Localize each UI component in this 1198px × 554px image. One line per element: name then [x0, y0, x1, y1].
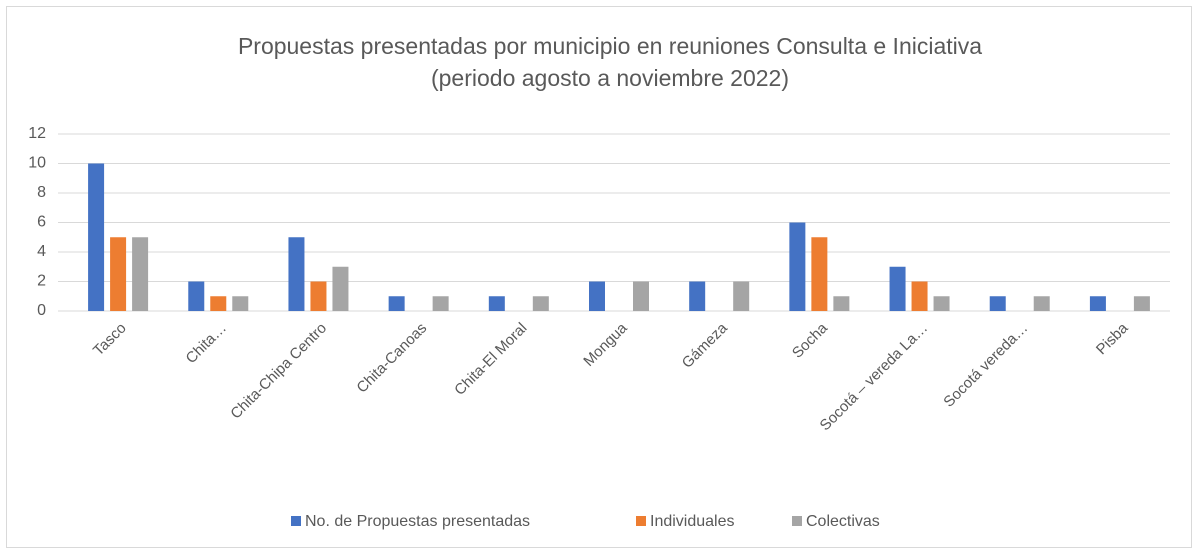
legend-label: Individuales — [650, 513, 735, 530]
bar — [132, 237, 149, 311]
bar — [188, 281, 205, 311]
bar — [811, 237, 828, 311]
bar — [989, 296, 1006, 311]
bar — [232, 296, 249, 311]
y-tick-label: 6 — [37, 214, 46, 231]
bar — [733, 281, 750, 311]
bar — [689, 281, 706, 311]
chart-title: (periodo agosto a noviembre 2022) — [431, 65, 789, 91]
bar — [889, 266, 906, 311]
chart-border — [6, 6, 1192, 548]
y-tick-label: 8 — [37, 184, 46, 201]
chart-title: Propuestas presentadas por municipio en … — [238, 33, 982, 59]
bar — [633, 281, 649, 311]
bar — [332, 266, 349, 311]
y-tick-label: 4 — [37, 243, 46, 260]
bar — [388, 296, 405, 311]
legend-label: No. de Propuestas presentadas — [305, 513, 530, 530]
legend-swatch — [792, 516, 802, 526]
bar — [110, 237, 127, 311]
bar — [1133, 296, 1150, 311]
y-tick-label: 0 — [37, 302, 46, 319]
bar — [589, 281, 605, 311]
bar — [1033, 296, 1050, 311]
bar — [488, 296, 505, 311]
bar — [789, 222, 806, 311]
legend-swatch — [291, 516, 301, 526]
bar — [88, 163, 105, 311]
bar — [210, 296, 227, 311]
bar — [310, 281, 327, 311]
bar — [288, 237, 305, 311]
y-tick-label: 12 — [28, 125, 46, 142]
bar — [532, 296, 549, 311]
bar — [833, 296, 850, 311]
bar — [933, 296, 950, 311]
bar — [911, 281, 928, 311]
y-tick-label: 2 — [37, 273, 46, 290]
bar — [1089, 296, 1106, 311]
bar — [432, 296, 449, 311]
y-tick-label: 10 — [28, 155, 46, 172]
legend-label: Colectivas — [806, 513, 880, 530]
legend-swatch — [636, 516, 646, 526]
